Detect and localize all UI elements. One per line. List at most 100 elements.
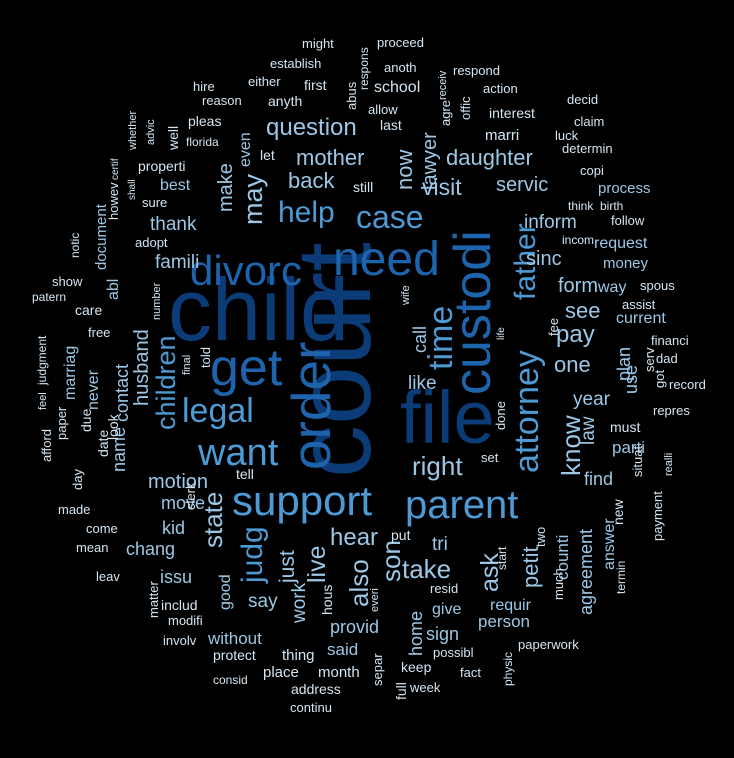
word-paper: paper — [54, 406, 69, 440]
word-decid: decid — [567, 92, 598, 107]
word-consid: consid — [213, 673, 248, 687]
word-continu: continu — [290, 700, 332, 715]
word-need: need — [333, 233, 440, 286]
word-offic: offic — [458, 96, 473, 120]
word-leav: leav — [96, 569, 120, 584]
word-agreement: agreement — [576, 529, 596, 615]
word-file: file — [400, 376, 495, 459]
word-chang: chang — [126, 539, 175, 559]
word-possibl: possibl — [433, 645, 474, 660]
word-children: children — [151, 335, 181, 430]
word-florida: florida — [186, 135, 219, 149]
word-work: work — [289, 582, 310, 624]
word-howev: howev — [106, 182, 121, 220]
word-form: form — [558, 275, 598, 297]
word-hire: hire — [193, 79, 215, 94]
word-serv: serv — [642, 347, 657, 372]
word-thing: thing — [282, 647, 315, 664]
word-custodi: custodi — [444, 230, 502, 395]
word-interest: interest — [489, 105, 535, 121]
word-take: take — [402, 554, 451, 584]
word-best: best — [160, 177, 191, 194]
word-proceed: proceed — [377, 35, 424, 50]
word-resid: resid — [430, 581, 458, 596]
word-judg: judg — [236, 526, 269, 584]
word-feel: feel — [37, 392, 49, 410]
word-done: done — [493, 401, 508, 430]
word-notic: notic — [68, 233, 82, 258]
word-incom: incom — [562, 233, 594, 247]
word-full: full — [393, 682, 409, 700]
word-record: record — [669, 377, 706, 392]
word-requir: requir — [490, 597, 532, 614]
word-dad: dad — [656, 351, 678, 366]
word-receiv: receiv — [437, 70, 449, 100]
word-mother: mother — [296, 145, 364, 170]
word-use: use — [621, 365, 641, 394]
word-also: also — [344, 559, 374, 607]
word-final: final — [181, 355, 193, 375]
word-modifi: modifi — [168, 613, 203, 628]
word-adopt: adopt — [135, 235, 168, 250]
word-one: one — [554, 352, 591, 377]
word-reason: reason — [202, 93, 242, 108]
word-place: place — [263, 664, 299, 681]
word-abus: abus — [344, 81, 359, 110]
word-told: told — [198, 347, 213, 368]
word-wife: wife — [400, 285, 412, 306]
word-follow: follow — [611, 213, 645, 228]
word-number: number — [151, 282, 163, 320]
word-judgment: judgment — [35, 335, 49, 386]
word-home: home — [406, 611, 426, 656]
word-new: new — [610, 498, 626, 525]
word-parti: parti — [612, 438, 645, 457]
word-court: court — [275, 242, 393, 478]
word-think: think — [568, 199, 594, 213]
word-fact: fact — [460, 665, 481, 680]
word-say: say — [248, 591, 278, 612]
word-last: last — [380, 117, 402, 133]
word-termin: termin — [614, 561, 628, 594]
word-give: give — [432, 601, 461, 618]
word-afford: afford — [39, 429, 54, 462]
word-way: way — [597, 279, 626, 296]
word-contact: contact — [112, 364, 132, 422]
word-life: life — [496, 327, 507, 340]
word-abl: abl — [105, 279, 122, 300]
word-due: due — [78, 408, 94, 432]
word-even: even — [237, 132, 254, 167]
word-never: never — [85, 369, 102, 410]
word-must: must — [610, 419, 640, 435]
word-help: help — [278, 196, 335, 229]
word-document: document — [93, 203, 110, 270]
word-matter: matter — [146, 580, 161, 618]
word-pleas: pleas — [188, 113, 221, 129]
word-like: like — [408, 373, 437, 394]
word-provid: provid — [330, 617, 379, 637]
word-sinc: sinc — [526, 248, 562, 270]
word-includ: includ — [161, 597, 198, 613]
word-move: move — [161, 493, 205, 513]
word-certif: certif — [110, 158, 121, 180]
word-show: show — [52, 274, 83, 289]
word-advic: advic — [145, 119, 157, 145]
word-thank: thank — [150, 214, 197, 235]
word-servic: servic — [496, 174, 548, 196]
word-find: find — [584, 469, 613, 489]
word-keep: keep — [401, 659, 432, 675]
word-might: might — [302, 36, 334, 51]
word-spous: spous — [640, 278, 675, 293]
word-let: let — [260, 147, 275, 163]
word-start: start — [495, 546, 509, 570]
word-birth: birth — [600, 199, 623, 213]
word-date: date — [95, 430, 111, 457]
word-plan: plan — [614, 347, 634, 381]
word-know: know — [556, 415, 586, 476]
word-put: put — [391, 527, 411, 543]
word-tri: tri — [432, 534, 448, 555]
word-shall: shall — [127, 179, 138, 200]
word-agre: agre — [438, 100, 453, 126]
word-two: two — [533, 527, 548, 547]
word-famili: famili — [155, 252, 199, 273]
word-son: son — [376, 540, 406, 582]
